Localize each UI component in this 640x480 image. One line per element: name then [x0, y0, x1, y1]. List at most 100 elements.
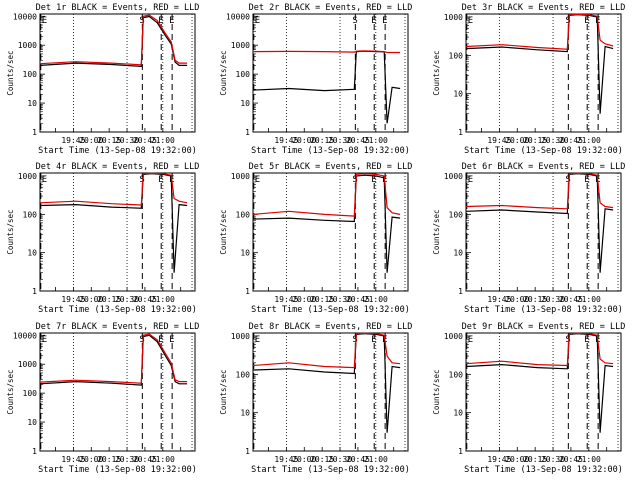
plot-frame: [39, 172, 196, 292]
x-tick-label: 21:00: [151, 295, 175, 304]
series-line-lld: [39, 14, 188, 66]
x-axis-label: Start Time (13-Sep-08 19:32:00): [38, 146, 197, 156]
y-tick-label: 1000: [18, 360, 37, 369]
event-marker-label: E: [158, 175, 163, 185]
series-line-events: [465, 173, 614, 273]
y-tick-label: 10: [453, 409, 463, 418]
series-line-events: [252, 50, 401, 124]
y-axis-label: Counts/sec: [432, 50, 441, 95]
event-marker-label: S: [352, 175, 357, 185]
y-tick-label: 1000: [18, 41, 37, 50]
x-tick-label: 20:30: [328, 455, 352, 464]
x-tick-label: 20:00: [79, 295, 103, 304]
series-line-events: [252, 333, 401, 433]
y-axis-label: Counts/sec: [219, 369, 228, 414]
y-tick-label: 100: [236, 70, 251, 79]
series-line-lld: [252, 50, 401, 54]
x-tick-label: 20:45: [346, 295, 370, 304]
x-tick-label: 19:45: [487, 455, 511, 464]
panel-title: Det 2r BLACK = Events, RED = LLD: [249, 3, 413, 13]
x-tick-label: 20:30: [541, 295, 565, 304]
x-tick-label: 20:15: [310, 455, 334, 464]
series-line-lld: [465, 172, 614, 210]
x-tick-label: 20:30: [328, 136, 352, 145]
y-tick-label: 1: [32, 287, 37, 296]
y-axis-label: Counts/sec: [6, 209, 15, 254]
event-marker-label: E: [371, 335, 376, 345]
y-tick-label: 100: [449, 51, 464, 60]
x-tick-label: 20:45: [559, 295, 583, 304]
x-tick-label: 20:45: [133, 136, 157, 145]
panel-title: Det 8r BLACK = Events, RED = LLD: [249, 322, 413, 332]
x-tick-label: 20:45: [559, 455, 583, 464]
event-marker-label: E: [468, 16, 473, 26]
x-tick-label: 21:00: [151, 455, 175, 464]
series-line-lld: [39, 333, 188, 384]
series-line-lld: [465, 332, 614, 367]
y-tick-label: 1: [458, 447, 463, 456]
series-line-events: [39, 15, 188, 68]
x-tick-label: 20:45: [559, 136, 583, 145]
x-tick-label: 20:30: [541, 455, 565, 464]
panel-title: Det 7r BLACK = Events, RED = LLD: [36, 322, 200, 332]
x-tick-label: 19:45: [61, 136, 85, 145]
x-tick-label: 20:15: [97, 136, 121, 145]
y-tick-label: 1000: [444, 172, 463, 181]
series-line-lld: [252, 173, 401, 217]
panel-title: Det 9r BLACK = Events, RED = LLD: [462, 322, 626, 332]
y-tick-label: 10: [240, 249, 250, 258]
y-axis-label: Counts/sec: [432, 369, 441, 414]
x-axis-label: Start Time (13-Sep-08 19:32:00): [38, 465, 197, 475]
x-tick-label: 19:45: [61, 455, 85, 464]
x-tick-label: 20:30: [115, 455, 139, 464]
x-tick-label: 20:30: [115, 136, 139, 145]
x-tick-label: 20:15: [97, 455, 121, 464]
event-marker-label: E: [584, 335, 589, 345]
event-marker-label: E: [42, 175, 47, 185]
plot-frame: [465, 332, 622, 452]
series-line-events: [252, 174, 401, 273]
event-marker-label: E: [371, 16, 376, 26]
plot-frame: [252, 172, 409, 292]
y-tick-label: 1000: [444, 13, 463, 22]
event-marker-label: S: [352, 16, 357, 26]
x-tick-label: 19:45: [487, 295, 511, 304]
event-marker-label: E: [382, 16, 387, 26]
x-tick-label: 21:00: [364, 295, 388, 304]
y-tick-label: 1: [32, 447, 37, 456]
x-tick-label: 20:30: [115, 295, 139, 304]
series-line-events: [465, 333, 614, 433]
event-marker-label: S: [139, 16, 144, 26]
event-marker-label: S: [565, 16, 570, 26]
x-tick-label: 20:00: [79, 455, 103, 464]
x-tick-label: 20:45: [346, 136, 370, 145]
y-tick-label: 10000: [226, 12, 250, 21]
x-tick-label: 20:15: [310, 136, 334, 145]
x-tick-label: 20:45: [346, 455, 370, 464]
series-line-events: [465, 14, 614, 114]
y-tick-label: 100: [449, 370, 464, 379]
x-tick-label: 21:00: [364, 455, 388, 464]
event-marker-label: S: [565, 175, 570, 185]
x-tick-label: 20:45: [133, 455, 157, 464]
event-marker-label: E: [255, 175, 260, 185]
event-marker-label: E: [255, 335, 260, 345]
panel-title: Det 4r BLACK = Events, RED = LLD: [36, 162, 200, 172]
x-tick-label: 20:30: [541, 136, 565, 145]
event-marker-label: E: [584, 16, 589, 26]
y-tick-label: 100: [23, 389, 38, 398]
event-marker-label: E: [255, 16, 260, 26]
event-marker-label: E: [42, 335, 47, 345]
event-marker-label: E: [158, 16, 163, 26]
panel-title: Det 1r BLACK = Events, RED = LLD: [36, 3, 200, 13]
x-tick-label: 21:00: [577, 295, 601, 304]
y-tick-label: 1: [245, 287, 250, 296]
event-marker-label: E: [371, 175, 376, 185]
x-tick-label: 21:00: [577, 455, 601, 464]
y-tick-label: 100: [23, 210, 38, 219]
